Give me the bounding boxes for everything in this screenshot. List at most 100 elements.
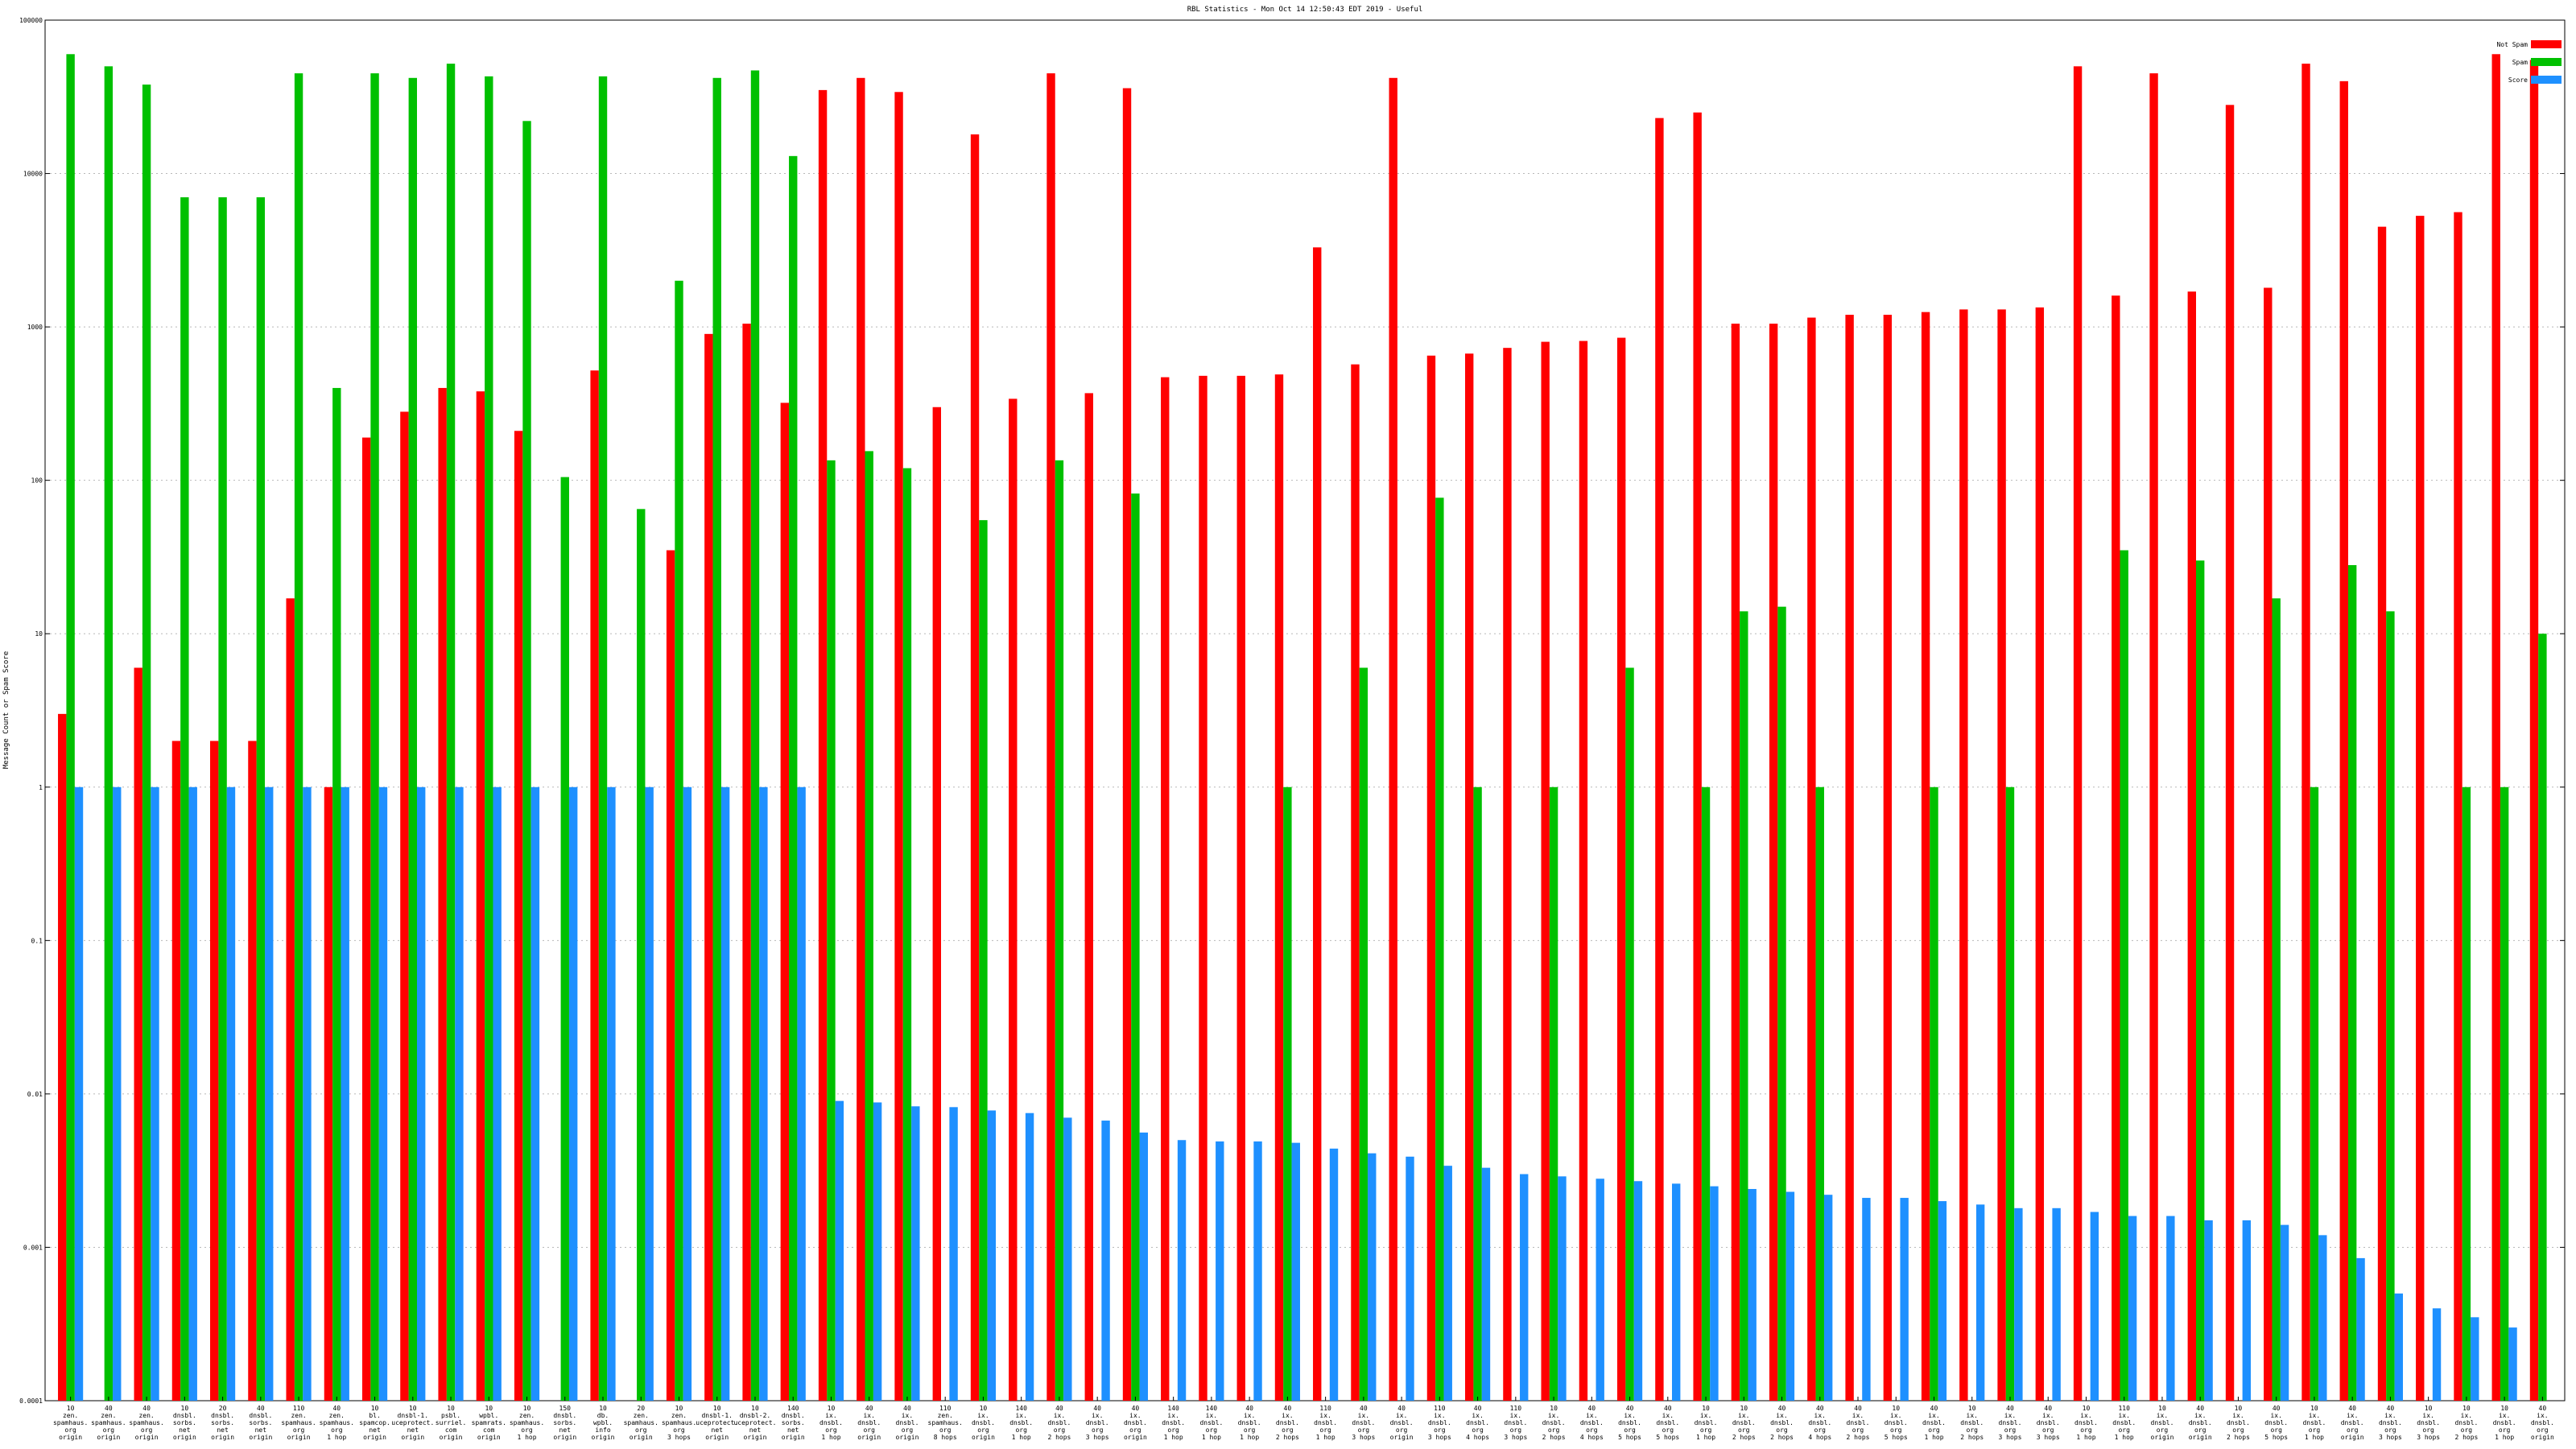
bar-not-spam [2529,60,2539,1401]
bar-score [416,786,426,1401]
bar-spam [750,70,760,1402]
x-tick-label: 110 zen. spamhaus. org 8 hops [928,1405,963,1441]
bar-not-spam [666,550,675,1401]
bar-not-spam [1616,337,1626,1401]
bar-score [1406,1156,1414,1401]
bar-score [1596,1179,1604,1401]
bar-not-spam [2187,291,2197,1402]
legend-label-score: Score [2508,76,2528,84]
bar-not-spam [780,402,790,1402]
bar-score [683,786,692,1401]
bar-not-spam [2035,307,2045,1401]
legend-label-not-spam: Not Spam [2496,41,2528,48]
bar-not-spam [210,741,219,1401]
bar-spam [827,460,836,1402]
bar-spam [2386,611,2395,1401]
bar-spam [560,477,569,1401]
x-tick-label: 140 ix. dnsbl. org 1 hop [1162,1405,1185,1441]
bar-not-spam [2454,212,2462,1401]
bar-not-spam [2073,66,2083,1402]
bar-not-spam [970,134,980,1401]
legend: Not Spam Spam Score [2496,40,2562,84]
bar-spam [1815,786,1824,1401]
x-tick-label: 10 ix. dnsbl. org 1 hop [819,1405,843,1441]
bar-spam [789,155,798,1401]
bar-spam [1549,786,1558,1401]
bar-score [2318,1235,2327,1401]
bar-score [568,786,578,1401]
bar-score [835,1100,844,1401]
bar-spam [2310,786,2319,1401]
bar-not-spam [361,437,371,1402]
bar-not-spam [1731,324,1740,1401]
bar-not-spam [1426,355,1436,1402]
y-tick-label: 100 [31,477,43,485]
x-tick-label: 40 ix. dnsbl. org 2 hops [1847,1405,1870,1441]
bar-score [2280,1224,2289,1401]
bar-score [113,786,122,1401]
bar-spam [712,77,721,1401]
x-tick-label: 40 ix. dnsbl. org origin [896,1405,919,1441]
bar-spam [142,85,151,1401]
bar-spam [1359,667,1368,1401]
bar-spam [1435,497,1444,1401]
x-tick-label: 10 dnsbl-1. uceprotect. net origin [696,1405,738,1441]
bar-spam [598,76,608,1402]
bar-not-spam [2149,73,2158,1402]
x-tick-label: 10 bl. spamcop. net origin [359,1405,390,1441]
bar-score [2242,1220,2252,1401]
x-tick-label: 10 ix. dnsbl. org 2 hops [1542,1405,1566,1441]
bar-not-spam [818,89,828,1401]
x-tick-label: 10 ix. dnsbl. org 1 hop [2302,1405,2326,1441]
legend-label-spam: Spam [2512,59,2528,66]
y-tick-label: 1000 [27,324,43,331]
bar-not-spam [171,741,181,1401]
bar-not-spam [2377,226,2387,1402]
bar-score [1900,1198,1909,1401]
bar-spam [408,77,417,1401]
bar-score [2052,1208,2061,1401]
bar-not-spam [1655,118,1664,1401]
bar-not-spam [2491,54,2500,1401]
bar-spam [2272,598,2281,1401]
x-tick-label: 40 ix. dnsbl. org 3 hops [1352,1405,1375,1441]
bars [58,54,2547,1402]
bar-spam [1930,786,1938,1401]
x-tick-label: 10 ix. dnsbl. org 3 hops [2417,1405,2440,1441]
bar-score [1291,1142,1300,1401]
bar-spam [2500,786,2509,1401]
x-tick-label: 20 zen. spamhaus. org origin [624,1405,658,1441]
bar-score [1443,1166,1452,1401]
x-tick-label: 10 zen. spamhaus. org origin [53,1405,88,1441]
x-axis-labels: 10 zen. spamhaus. org origin 40 zen. spamhaus. o… [53,1397,2554,1441]
bar-score [2128,1216,2137,1401]
bar-score [2394,1293,2403,1401]
bar-score [2471,1317,2479,1401]
bar-score [226,786,236,1401]
x-tick-label: 40 ix. dnsbl. org 3 hops [2379,1405,2402,1441]
bar-not-spam [2339,80,2348,1401]
bar-not-spam [1921,312,1930,1401]
bar-score [1177,1140,1187,1401]
bar-spam [2347,565,2357,1401]
x-tick-label: 140 dnsbl. sorbs. net origin [782,1405,805,1441]
bar-score [493,786,502,1401]
bar-score [645,786,654,1401]
bar-score [720,786,730,1401]
x-tick-label: 10 psbl. surriel. com origin [436,1405,467,1441]
x-tick-label: 10 ix. dnsbl. org 2 hops [2227,1405,2250,1441]
bar-score [378,786,388,1401]
bar-spam [1131,493,1140,1402]
bar-score [303,786,312,1401]
bar-score [2166,1216,2175,1401]
bar-score [1329,1148,1339,1401]
bar-spam [522,121,531,1401]
x-tick-label: 10 dnsbl. sorbs. net origin [173,1405,196,1441]
x-tick-label: 40 ix. dnsbl. org 5 hops [1618,1405,1641,1441]
x-tick-label: 40 zen. spamhaus. org origin [129,1405,163,1441]
bar-spam [637,509,646,1401]
x-tick-label: 40 ix. dnsbl. org origin [2531,1405,2554,1441]
y-tick-label: 10000 [23,171,43,178]
y-tick-label: 10 [35,630,43,638]
bar-not-spam [1009,398,1018,1402]
